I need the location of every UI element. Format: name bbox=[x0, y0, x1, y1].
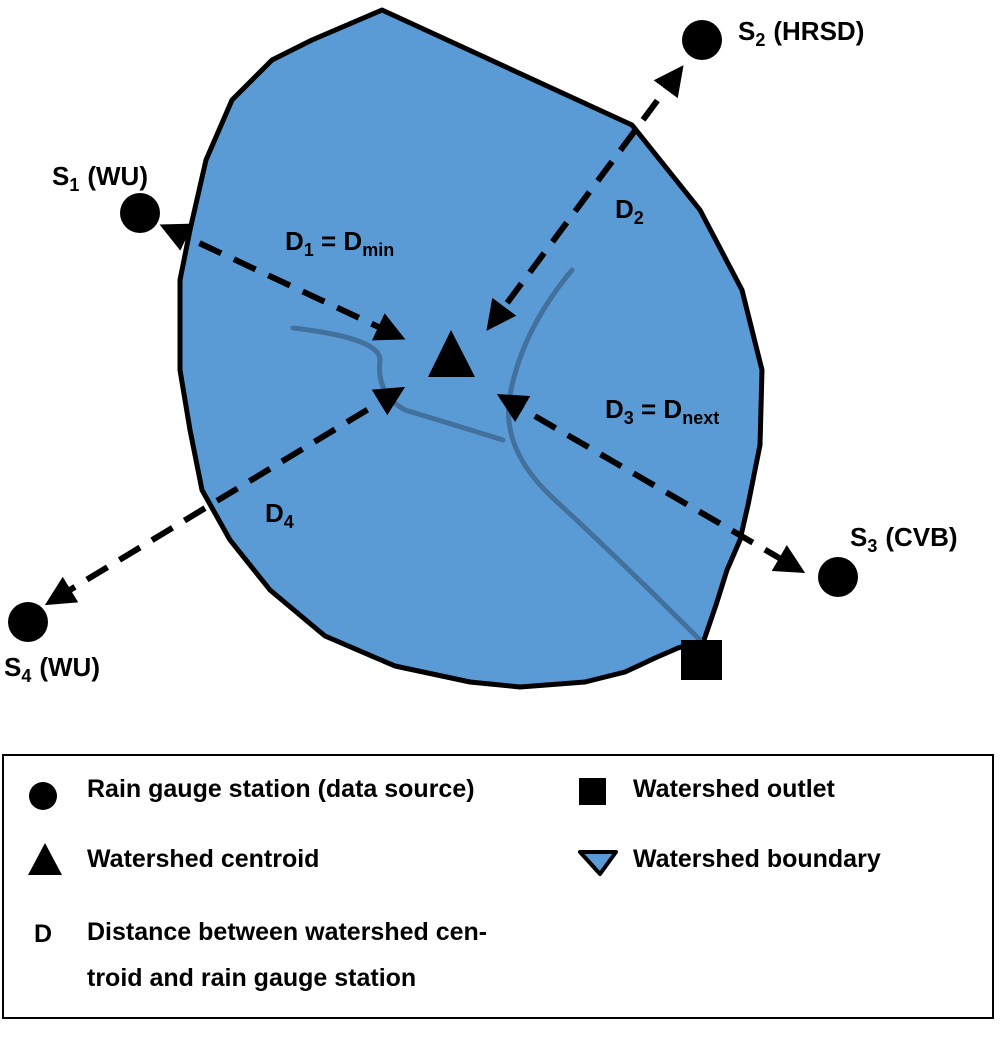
distance-d4-label: D4 bbox=[265, 498, 294, 532]
distance-d2-label: D2 bbox=[615, 194, 644, 228]
arrow-d2 bbox=[486, 65, 684, 331]
watershed-centroid-icon bbox=[428, 330, 475, 377]
legend-box bbox=[2, 754, 994, 1019]
station-s3-label: S3 (CVB) bbox=[850, 522, 958, 556]
station-s1-icon bbox=[120, 193, 160, 233]
arrow-d3 bbox=[496, 393, 806, 574]
station-s3-icon bbox=[818, 557, 858, 597]
arrow-d1 bbox=[159, 223, 406, 341]
legend-distance-line1: Distance between watershed cen- bbox=[87, 918, 487, 946]
legend-boundary-icon bbox=[578, 850, 618, 876]
station-s2-label: S2 (HRSD) bbox=[738, 16, 864, 50]
distance-d1-label: D1 = Dmin bbox=[285, 226, 394, 260]
legend-centroid-label: Watershed centroid bbox=[87, 845, 319, 873]
legend-distance-line2: troid and rain gauge station bbox=[87, 964, 416, 992]
legend-outlet-icon bbox=[579, 778, 606, 805]
station-s4-icon bbox=[8, 602, 48, 642]
distance-arrows bbox=[44, 65, 806, 606]
watershed-area bbox=[177, 7, 765, 690]
station-s1-label: S1 (WU) bbox=[52, 161, 148, 195]
watershed-outlet-icon bbox=[681, 640, 722, 680]
legend: Rain gauge station (data source) Watersh… bbox=[2, 754, 994, 1019]
legend-outlet-label: Watershed outlet bbox=[633, 775, 836, 803]
legend-distance-symbol: D bbox=[34, 920, 52, 948]
distance-d3-label: D3 = Dnext bbox=[605, 394, 719, 428]
legend-boundary-label: Watershed boundary bbox=[633, 845, 881, 873]
station-s4-label: S4 (WU) bbox=[4, 652, 100, 686]
legend-centroid-icon bbox=[28, 843, 62, 875]
arrow-d4 bbox=[44, 386, 406, 606]
legend-rain-gauge-label: Rain gauge station (data source) bbox=[87, 775, 475, 803]
station-s2-icon bbox=[682, 20, 722, 60]
legend-rain-gauge-icon bbox=[29, 782, 57, 810]
